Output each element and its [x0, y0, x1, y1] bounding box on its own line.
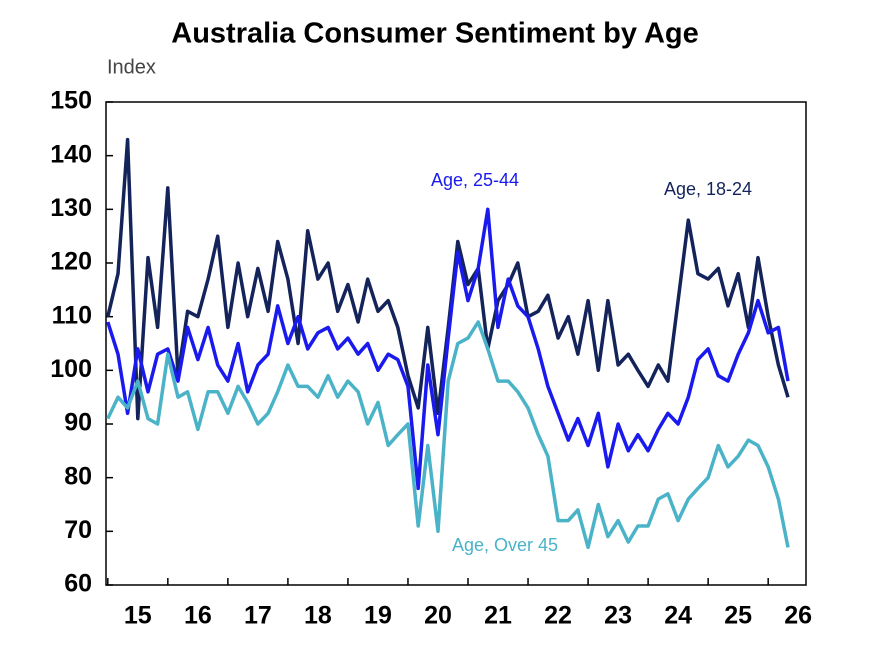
y-tick-label: 70: [64, 516, 92, 544]
series-label: Age, Over 45: [452, 535, 558, 555]
y-tick-label: 80: [64, 462, 92, 490]
x-tick-label: 16: [184, 602, 212, 630]
x-tick-label: 21: [484, 602, 512, 630]
x-tick-label: 17: [244, 602, 272, 630]
y-axis-label: Index: [107, 56, 156, 78]
x-tick-label: 25: [724, 602, 752, 630]
x-tick-label: 24: [664, 602, 692, 630]
x-tick-label: 20: [424, 602, 452, 630]
y-tick-label: 120: [50, 248, 92, 276]
series-line: [106, 207, 790, 491]
series-line: [106, 320, 790, 550]
y-tick-label: 110: [52, 301, 92, 329]
chart-title: Australia Consumer Sentiment by Age: [171, 18, 698, 50]
y-tick-label: 60: [64, 570, 92, 598]
x-tick-label: 23: [604, 602, 632, 630]
y-tick-label: 130: [50, 194, 92, 222]
x-tick-label: 19: [364, 602, 392, 630]
y-tick-label: 140: [50, 140, 92, 168]
series-label: Age, 25-44: [431, 170, 519, 190]
plot-frame: [105, 101, 807, 586]
x-tick-label: 18: [304, 602, 332, 630]
x-tick-label: 26: [784, 602, 812, 630]
x-tick-label: 22: [544, 602, 572, 630]
y-tick-label: 150: [50, 87, 92, 115]
y-tick-label: 90: [64, 409, 92, 437]
series-label: Age, 18-24: [664, 179, 752, 199]
x-tick-label: 15: [124, 602, 152, 630]
y-tick-label: 100: [50, 355, 92, 383]
